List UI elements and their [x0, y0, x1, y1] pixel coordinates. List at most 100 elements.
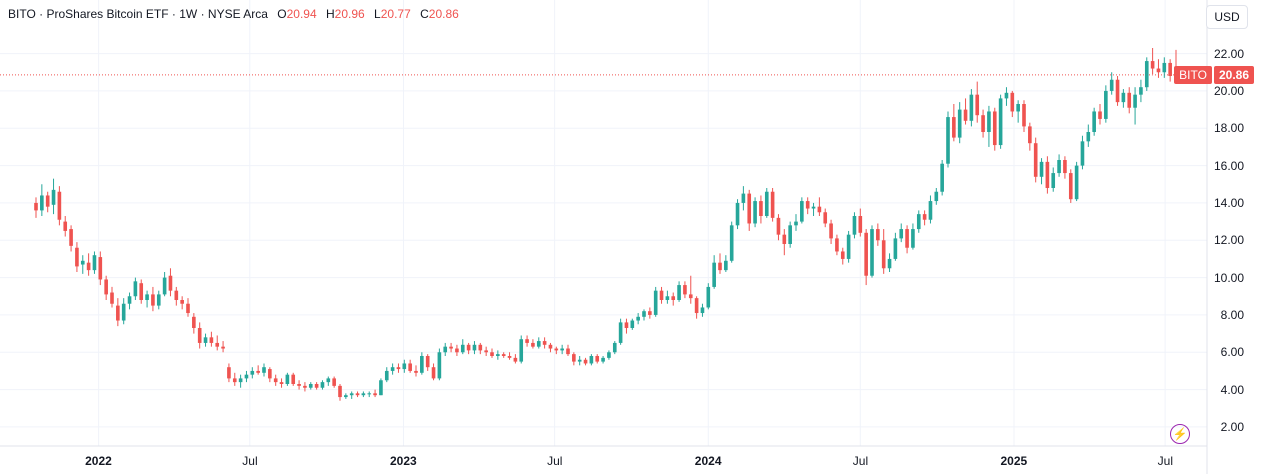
candle-body	[770, 191, 775, 218]
candle	[583, 357, 588, 366]
candle-body	[583, 359, 588, 364]
candle	[887, 253, 892, 272]
candle-body	[1092, 111, 1096, 132]
candle	[835, 234, 839, 256]
candle-body	[975, 94, 980, 116]
candle-body	[811, 206, 816, 209]
legend-interval[interactable]: 1W	[179, 7, 198, 21]
candle	[507, 352, 512, 360]
candle-body	[75, 247, 79, 267]
candle-body	[507, 356, 512, 358]
candle-body	[51, 189, 56, 205]
candle	[379, 378, 383, 396]
candle	[174, 286, 179, 306]
candle-body	[221, 346, 225, 349]
candle	[355, 391, 360, 398]
candle-body	[379, 380, 383, 396]
candle-body	[86, 262, 91, 271]
candle	[770, 188, 775, 222]
candle-body	[1074, 165, 1079, 200]
candle-body	[1121, 92, 1126, 103]
candle-body	[759, 201, 763, 216]
candle-body	[566, 348, 570, 355]
candle-body	[911, 229, 915, 248]
candle	[601, 356, 605, 364]
currency-button[interactable]: USD	[1206, 5, 1248, 29]
candles	[34, 48, 1178, 401]
time-tick-label: Jul	[1157, 454, 1173, 468]
candle-body	[683, 285, 687, 295]
legend-low-label: L	[374, 7, 381, 21]
legend-close: 20.86	[428, 7, 459, 21]
candle-body	[782, 234, 787, 244]
candle-body	[876, 229, 880, 241]
candle	[1115, 76, 1120, 106]
candle	[940, 160, 944, 196]
candle	[706, 283, 711, 310]
candle	[712, 255, 716, 289]
candle-body	[916, 214, 921, 230]
candle	[437, 348, 442, 381]
candle-body	[706, 286, 711, 308]
candle-body	[133, 281, 138, 297]
legend-symbol[interactable]: BITO	[8, 7, 36, 21]
candle	[1074, 161, 1079, 202]
price-tick-label: 22.00	[1213, 46, 1244, 61]
candle	[823, 208, 828, 228]
candle	[250, 367, 255, 379]
last-price-value: 20.86	[1213, 65, 1254, 84]
candle-body	[864, 232, 868, 276]
candle	[227, 363, 231, 383]
candle	[981, 109, 985, 138]
candle-body	[589, 356, 594, 364]
candle-body	[905, 229, 909, 248]
candle-body	[45, 195, 50, 207]
candle	[811, 202, 816, 216]
candle	[560, 344, 564, 355]
candle	[852, 212, 857, 239]
candle-body	[805, 201, 810, 209]
candle-body	[1057, 160, 1061, 174]
candle-body	[893, 238, 898, 259]
candle	[1144, 57, 1149, 91]
candle-body	[1051, 173, 1056, 188]
price-tick-label: 14.00	[1213, 195, 1244, 210]
candle-body	[741, 193, 746, 203]
candle-body	[998, 98, 1003, 146]
candle-body	[1039, 161, 1044, 177]
lightning-bolt-icon[interactable]: ⚡	[1170, 424, 1190, 444]
candle-body	[835, 238, 839, 252]
candle-body	[156, 294, 161, 306]
candle-body	[250, 370, 255, 375]
price-tick-label: 8.00	[1220, 307, 1244, 322]
candle-body	[800, 201, 804, 222]
candle-body	[601, 357, 605, 362]
candle-body	[519, 339, 524, 362]
candle	[764, 188, 769, 218]
candle	[490, 348, 494, 358]
candle-body	[104, 279, 108, 295]
candle-body	[536, 341, 541, 347]
candle	[957, 102, 962, 144]
candle-body	[414, 370, 418, 373]
time-tick-label: Jul	[242, 454, 258, 468]
candle-body	[747, 193, 752, 224]
candle-body	[1098, 111, 1102, 119]
candle	[870, 225, 874, 278]
candle	[1162, 57, 1167, 78]
price-tick-label: 6.00	[1220, 345, 1244, 360]
candle	[484, 346, 488, 356]
candle-body	[1028, 126, 1032, 144]
candle-body	[1115, 79, 1120, 103]
candle-body	[367, 393, 372, 395]
candle-body	[858, 216, 863, 233]
candle-body	[823, 212, 828, 224]
candle	[244, 370, 249, 383]
candle-body	[1133, 94, 1137, 108]
candle-body	[431, 367, 436, 379]
candle	[683, 281, 687, 299]
candle	[145, 290, 149, 308]
candle-body	[1004, 92, 1009, 99]
candle-body	[1010, 92, 1015, 112]
